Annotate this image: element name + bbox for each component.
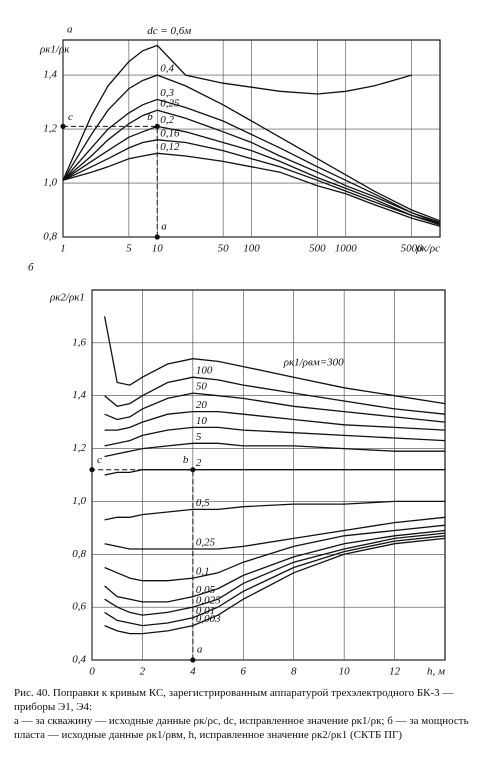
- x-tick-label: 2: [140, 666, 146, 678]
- curve: [104, 500, 445, 521]
- y-axis-label: ρк1/ρк: [39, 44, 70, 56]
- caption-text: а — за скважину — исходные данные ρк/ρс,…: [14, 715, 469, 741]
- annotation: c: [68, 111, 73, 123]
- x-tick-label: 10: [339, 666, 351, 678]
- annotation: b: [183, 454, 189, 466]
- curve-label: 0,3: [160, 87, 174, 99]
- curve-label: 0,16: [160, 127, 180, 139]
- annotation: c: [97, 454, 102, 466]
- x-tick-label: 100: [243, 243, 260, 255]
- curve-label: 0,5: [196, 497, 210, 509]
- x-tick-label: 5000: [401, 243, 424, 255]
- example-point: [190, 467, 196, 473]
- curve-label: 0,025: [196, 595, 221, 607]
- curve-label: 0,4: [160, 63, 174, 75]
- curve: [104, 392, 446, 423]
- curve: [104, 529, 446, 603]
- x-axis-label: ρк/ρс: [415, 243, 440, 255]
- x-tick-label: 4: [190, 666, 196, 678]
- y-tick-label: 1,2: [72, 442, 86, 454]
- example-arrow: [63, 125, 158, 237]
- curve-label: 0,25: [196, 537, 216, 549]
- example-point: [154, 123, 160, 129]
- curve: [62, 74, 441, 222]
- curve: [62, 109, 441, 225]
- curve: [104, 524, 446, 582]
- example-point: [154, 234, 160, 240]
- x-tick-label: 6: [241, 666, 247, 678]
- curve-label: 0,1: [196, 566, 210, 578]
- curve-label: 100: [196, 365, 213, 377]
- curve-label: 0,12: [160, 141, 180, 153]
- x-tick-label: 50: [218, 243, 230, 255]
- plot-frame: [91, 289, 446, 661]
- y-tick-label: 0,8: [43, 231, 57, 243]
- y-axis-label: ρк2/ρк1: [49, 292, 85, 304]
- y-tick-label: 0,4: [72, 654, 86, 666]
- y-tick-label: 1,2: [43, 123, 57, 135]
- y-tick-label: 0,8: [72, 548, 86, 560]
- curve-label: 0,25: [160, 98, 180, 110]
- annotation: a: [197, 644, 203, 656]
- curve: [62, 125, 441, 225]
- example-point: [60, 123, 66, 129]
- curve-label: 0,05: [196, 584, 216, 596]
- curve-label: 10: [196, 415, 208, 427]
- y-tick-label: 1,6: [72, 336, 86, 348]
- curve: [104, 426, 446, 447]
- curve-label: 50: [196, 381, 208, 393]
- example-point: [89, 467, 95, 473]
- curve-label: 5: [196, 431, 202, 443]
- panel-label: а: [67, 24, 73, 36]
- y-tick-label: 1,0: [72, 495, 86, 507]
- caption: Рис. 40. Поправки к кривым КС, зарегистр…: [14, 686, 488, 742]
- curve: [62, 152, 441, 227]
- curve-label: ρк1/ρвм=300: [283, 357, 344, 369]
- example-arrow: [92, 469, 194, 660]
- x-tick-label: 12: [389, 666, 401, 678]
- annotation: a: [161, 221, 167, 233]
- y-tick-label: 1,4: [43, 69, 57, 81]
- curve: [103, 316, 446, 405]
- x-tick-label: 5: [126, 243, 132, 255]
- curve: [104, 535, 446, 627]
- x-tick-label: 1: [60, 243, 66, 255]
- curve: [62, 98, 441, 223]
- figure: 0,81,01,21,41 5 10 50 100 500 1000 5000аρк1/ρкρ…: [28, 24, 446, 678]
- y-tick-label: 1,4: [72, 389, 86, 401]
- curve-label: 2: [196, 457, 202, 469]
- curve: [104, 532, 446, 616]
- panel-label: б: [28, 262, 34, 274]
- x-tick-label: 1000: [335, 243, 358, 255]
- curve: [104, 376, 446, 415]
- curve: [104, 537, 446, 635]
- curve-label: 0,003: [196, 613, 221, 625]
- curve-label: dс = 0,6м: [147, 25, 191, 37]
- curve-label: 0,01: [196, 605, 215, 617]
- curve-label: 0,2: [160, 114, 174, 126]
- x-tick-label: 500: [309, 243, 326, 255]
- annotation: b: [147, 111, 153, 123]
- curve: [104, 469, 445, 476]
- y-tick-label: 1,0: [43, 177, 57, 189]
- x-tick-label: 8: [291, 666, 297, 678]
- curve: [104, 442, 445, 458]
- curve: [104, 410, 446, 431]
- curve-label: 20: [196, 399, 208, 411]
- x-tick-label: 10: [152, 243, 164, 255]
- curve: [104, 516, 446, 550]
- y-tick-label: 0,6: [72, 601, 86, 613]
- curve: [62, 44, 412, 181]
- x-tick-label: 0: [89, 666, 95, 678]
- x-axis-label: h, м: [427, 666, 445, 678]
- caption-title: Рис. 40. Поправки к кривым КС, зарегистр…: [14, 687, 454, 713]
- curve: [62, 139, 441, 226]
- example-point: [190, 657, 196, 663]
